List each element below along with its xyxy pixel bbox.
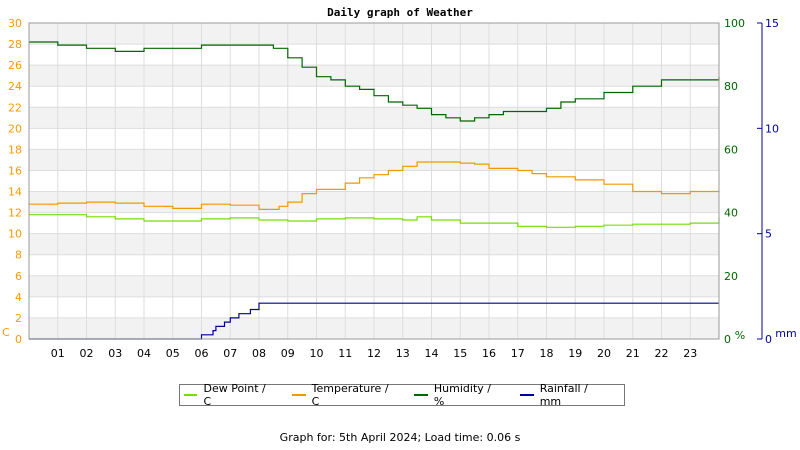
left-tick-label: 6	[15, 270, 22, 283]
rainfall-line	[29, 302, 719, 340]
left-tick-label: 18	[8, 143, 22, 156]
temperature-line	[29, 161, 720, 210]
left-tick-label: 22	[8, 101, 22, 114]
x-tick-label: 18	[540, 347, 554, 360]
left-tick-label: 10	[8, 228, 22, 241]
humidity-tick-label: 0	[724, 333, 731, 346]
left-tick-label: 30	[8, 17, 22, 30]
x-tick-label: 16	[482, 347, 496, 360]
x-tick-label: 13	[396, 347, 410, 360]
x-tick-label: 07	[223, 347, 237, 360]
left-tick-label: 0	[15, 333, 22, 346]
legend-label: Dew Point / C	[203, 382, 266, 408]
left-axis-unit: C	[2, 326, 10, 339]
rainfall-tick-label: 15	[765, 17, 779, 30]
legend-item-humidity: Humidity / %	[414, 382, 502, 408]
x-tick-label: 06	[195, 347, 209, 360]
humidity-line	[29, 41, 720, 122]
x-axis: 01 02 03 04 05 06 07 08 09 10 11 12 13 14 15 16 17 18 19 20…	[51, 347, 698, 360]
x-tick-label: 10	[310, 347, 324, 360]
humidity-axis-unit: %	[735, 329, 745, 342]
x-tick-label: 05	[166, 347, 180, 360]
x-tick-label: 15	[453, 347, 467, 360]
x-tick-label: 19	[568, 347, 582, 360]
humidity-tick-label: 20	[724, 270, 738, 283]
x-tick-label: 03	[108, 347, 122, 360]
plot-frame	[28, 22, 720, 340]
left-tick-label: 20	[8, 122, 22, 135]
humidity-tick-label: 40	[724, 207, 738, 220]
left-tick-label: 14	[8, 186, 22, 199]
footer-status: Graph for: 5th April 2024; Load time: 0.…	[279, 431, 521, 444]
left-tick-label: 16	[8, 164, 22, 177]
left-tick-label: 12	[8, 207, 22, 220]
x-tick-label: 01	[51, 347, 65, 360]
x-tick-label: 23	[683, 347, 697, 360]
legend-item-dew-point: Dew Point / C	[184, 382, 274, 408]
rainfall-axis-unit: mm	[775, 327, 796, 340]
chart-title: Daily graph of Weather	[327, 6, 473, 19]
left-tick-label: 24	[8, 80, 22, 93]
left-tick-label: 28	[8, 38, 22, 51]
legend-swatch	[184, 394, 198, 396]
x-tick-label: 02	[80, 347, 94, 360]
humidity-tick-label: 100	[724, 17, 745, 30]
rainfall-tick-label: 5	[765, 228, 772, 241]
x-tick-label: 04	[137, 347, 151, 360]
x-tick-label: 08	[252, 347, 266, 360]
legend-label: Rainfall / mm	[539, 382, 588, 408]
legend-swatch	[520, 394, 534, 396]
x-tick-label: 17	[511, 347, 525, 360]
humidity-tick-label: 60	[724, 143, 738, 156]
x-tick-label: 11	[338, 347, 352, 360]
legend-item-temperature: Temperature / C	[292, 382, 396, 408]
left-tick-label: 2	[15, 312, 22, 325]
x-tick-label: 12	[367, 347, 381, 360]
legend-item-rainfall: Rainfall / mm	[520, 382, 610, 408]
x-tick-label: 21	[626, 347, 640, 360]
legend-swatch	[414, 394, 428, 396]
legend-label: Humidity / %	[433, 382, 491, 408]
legend-label: Temperature / C	[311, 382, 389, 408]
x-tick-label: 20	[597, 347, 611, 360]
rainfall-axis: 0 5 10 15	[757, 17, 779, 346]
rainfall-tick-label: 10	[765, 122, 779, 135]
rainfall-tick-label: 0	[765, 333, 772, 346]
series-layer	[29, 41, 720, 340]
left-tick-label: 8	[15, 249, 22, 262]
legend-swatch	[292, 394, 306, 396]
dew-point-line	[29, 214, 720, 228]
legend: Dew Point / C Temperature / C Humidity /…	[179, 382, 625, 408]
x-tick-label: 14	[425, 347, 439, 360]
left-tick-label: 26	[8, 59, 22, 72]
left-tick-label: 4	[15, 291, 22, 304]
humidity-tick-label: 80	[724, 80, 738, 93]
x-tick-label: 09	[281, 347, 295, 360]
x-tick-label: 22	[655, 347, 669, 360]
humidity-axis: 0 20 40 60 80 100	[724, 17, 745, 346]
